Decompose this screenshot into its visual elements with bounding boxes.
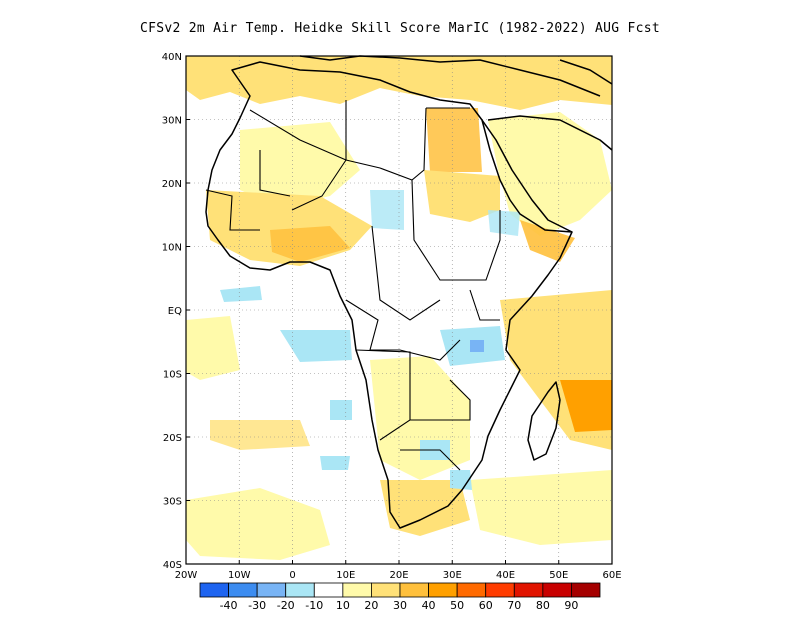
lat-label: 40N [162,52,182,63]
patch-arabia [488,112,612,236]
colorbar-label: 40 [422,599,436,612]
latitude-axis-labels: 40N 30N 20N 10N EQ 10S 20S 30S 40S [162,52,190,571]
colorbar-label: -20 [277,599,295,612]
madagascar-coast [527,381,561,461]
med-north [299,55,601,97]
colorbar-label: 20 [364,599,378,612]
lat-label: 10S [163,370,182,381]
colorbar-label: -30 [248,599,266,612]
colorbar-label: -40 [220,599,238,612]
patch-sa-blue [450,470,472,490]
lon-label: 20E [389,570,408,581]
map-title: CFSv2 2m Air Temp. Heidke Skill Score Ma… [139,21,661,36]
colorbar-swatch [571,582,601,598]
lon-label: 40E [496,570,515,581]
lon-label: 10E [336,570,355,581]
patch-horn [520,220,575,262]
patch-atlantic-blue-3 [330,400,352,420]
patch-sahel [240,122,360,208]
colorbar-swatch [199,582,229,598]
patch-sahel-blue [370,190,404,230]
red-sea-east [481,119,573,233]
patch-atlantic-west [186,316,240,380]
patch-south-atlantic [186,488,330,560]
colorbar-swatch [428,582,458,598]
lat-label: 30S [163,497,182,508]
lat-label: 20S [163,433,182,444]
persian-coast [559,59,613,85]
colorbar-swatch [256,582,287,598]
lon-label: 60E [602,570,621,581]
colorbar-labels: -40 -30 -20 -10 10 20 30 40 50 60 70 80 90 [220,599,579,612]
lon-label: 0 [289,570,295,581]
patch-atlantic-blue-2 [280,330,352,362]
colorbar-label: 80 [536,599,550,612]
longitude-axis-labels: 20W 10W 0 10E 20E 30E 40E 50E 60E [175,560,622,581]
lon-label: 30E [443,570,462,581]
patch-atlantic-blue-1 [220,286,262,302]
patch-congo-blue-core [470,340,484,352]
patch-egypt [426,108,482,172]
colorbar-swatch [513,582,544,598]
lon-label: 50E [549,570,568,581]
lat-label: 30N [162,116,182,127]
colorbar-label: 30 [393,599,407,612]
colorbar-swatch [542,582,572,598]
colorbar-label: 70 [507,599,521,612]
patch-south-indian [470,470,612,545]
lon-label: 20W [175,570,198,581]
colorbar-swatch [456,582,487,598]
lat-label: 40S [163,560,182,571]
colorbar [199,582,601,598]
patch-south-africa [370,356,470,480]
arabia-coast [487,115,613,151]
colorbar-swatch [485,582,515,598]
lat-label: 10N [162,243,182,254]
patch-south-atlantic-2 [210,420,310,450]
colorbar-label: 60 [479,599,493,612]
colorbar-swatch [313,582,344,598]
colorbar-swatch [399,582,429,598]
africa-coastline [205,55,613,529]
colorbar-swatch [342,582,372,598]
patch-gulf-guinea [270,226,350,262]
colorbar-swatch [371,582,401,598]
colorbar-swatch [285,582,315,598]
colorbar-label: -10 [305,599,323,612]
colorbar-label: 50 [450,599,464,612]
colorbar-label: 10 [336,599,350,612]
patch-ethiopia-blue [488,210,520,236]
country-borders [205,100,501,471]
lat-label: EQ [168,306,182,317]
patch-madagascar-east [560,380,612,432]
patch-south-cape [380,480,470,536]
lat-label: 20N [162,179,182,190]
lon-label: 10W [228,570,251,581]
colorbar-label: 90 [564,599,578,612]
colorbar-swatch [228,582,258,598]
patch-atlantic-blue-4 [320,456,350,470]
skill-score-shading [186,56,612,560]
